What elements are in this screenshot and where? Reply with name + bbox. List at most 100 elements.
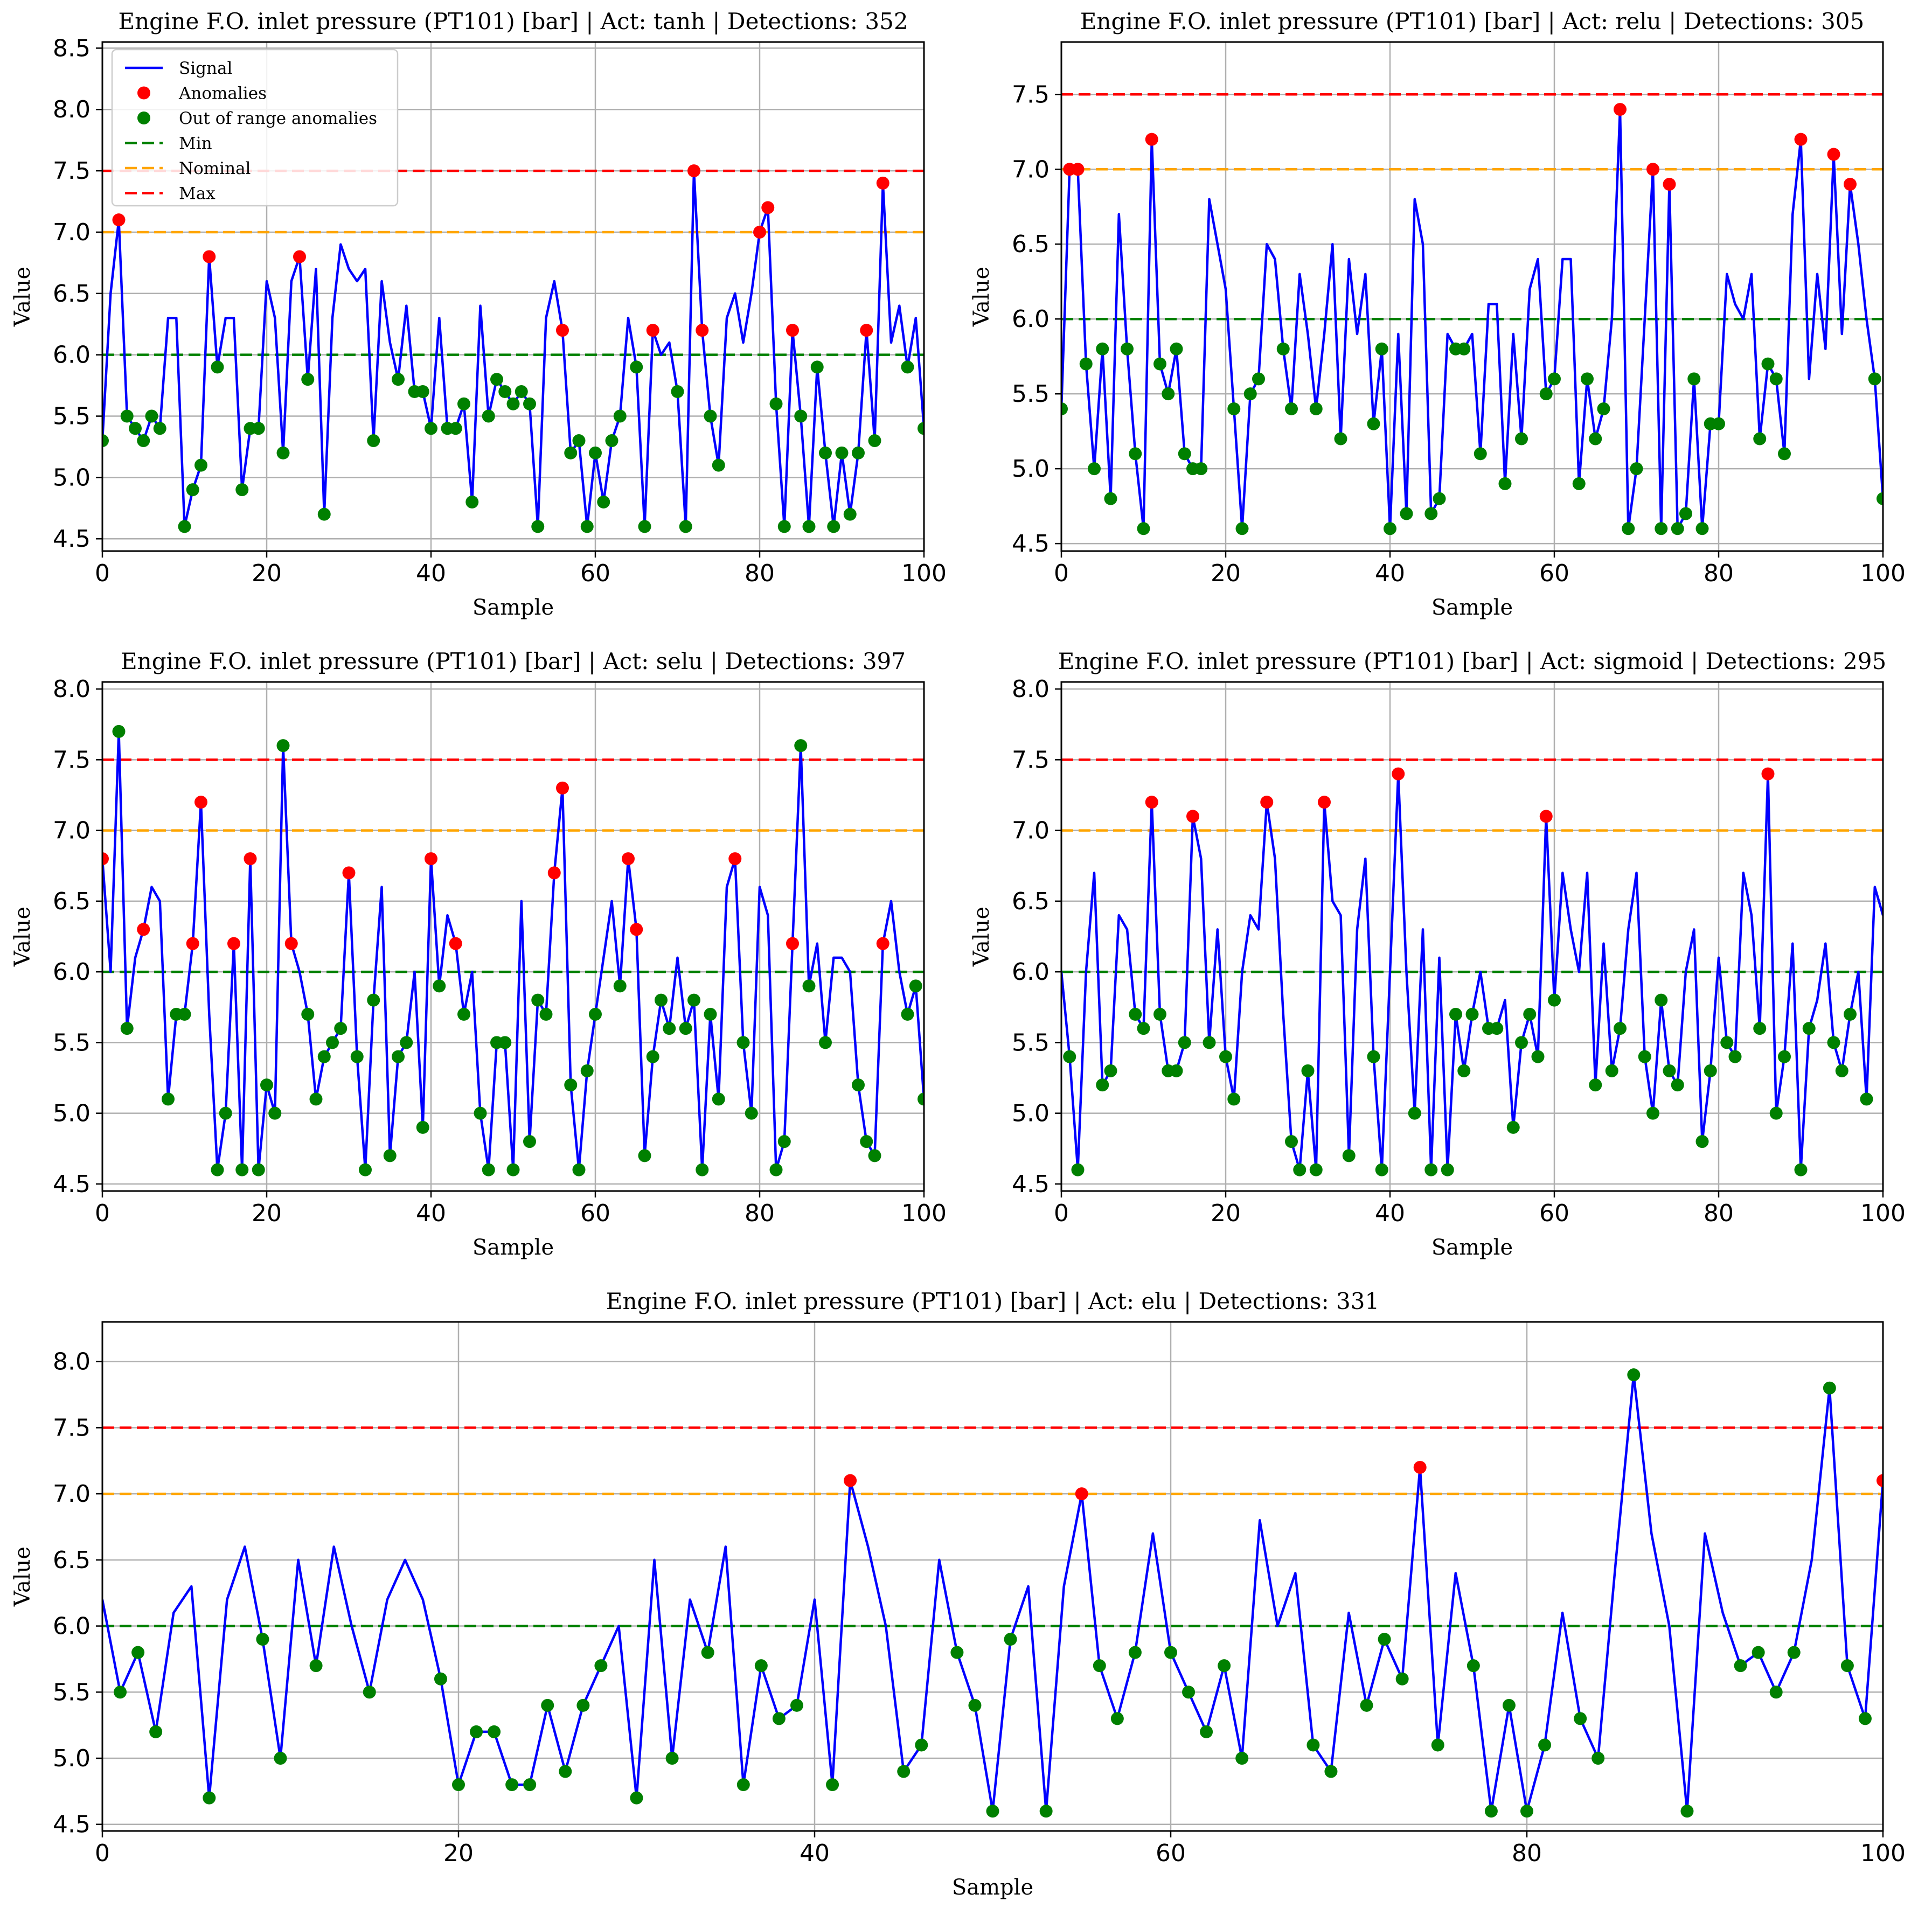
out-of-range-point <box>149 1725 163 1738</box>
anomaly-point <box>1614 103 1627 116</box>
out-of-range-point <box>663 1022 676 1035</box>
out-of-range-point <box>1646 1106 1659 1120</box>
anomaly-point <box>1794 133 1808 146</box>
anomaly-point <box>761 201 775 214</box>
plot-area <box>1061 93 1883 535</box>
x-axis-label: Sample <box>952 1875 1033 1900</box>
y-tick-label: 7.5 <box>1012 746 1050 774</box>
out-of-range-point <box>843 507 857 521</box>
out-of-range-point <box>1367 417 1380 430</box>
out-of-range-point <box>597 495 610 509</box>
y-axis-label: Value <box>969 907 994 967</box>
out-of-range-point <box>498 1036 512 1049</box>
out-of-range-point <box>712 458 725 472</box>
out-of-range-point <box>1110 1712 1124 1725</box>
out-of-range-point <box>1004 1633 1017 1646</box>
chart-title: Engine F.O. inlet pressure (PT101) [bar]… <box>1080 8 1865 34</box>
out-of-range-point <box>1441 1163 1454 1176</box>
y-tick-label: 6.0 <box>53 1613 91 1640</box>
out-of-range-point <box>1877 492 1883 505</box>
out-of-range-point <box>1039 1805 1053 1818</box>
x-tick-label: 40 <box>800 1840 830 1867</box>
out-of-range-point <box>1655 993 1668 1007</box>
out-of-range-point <box>256 1633 269 1646</box>
out-of-range-point <box>1490 1022 1504 1035</box>
out-of-range-point <box>819 446 832 459</box>
out-of-range-point <box>1835 1064 1848 1077</box>
out-of-range-point <box>646 1050 659 1063</box>
anomaly-point <box>342 866 356 880</box>
out-of-range-point <box>1235 522 1249 535</box>
out-of-range-point <box>564 446 578 459</box>
out-of-range-point <box>392 373 405 386</box>
x-tick-label: 0 <box>1054 560 1069 587</box>
out-of-range-point <box>802 520 816 533</box>
out-of-range-point <box>1802 1022 1816 1035</box>
out-of-range-point <box>1219 1050 1232 1063</box>
out-of-range-point <box>482 1163 495 1176</box>
out-of-range-point <box>1293 1163 1306 1176</box>
y-tick-label: 7.0 <box>53 1480 91 1508</box>
out-of-range-point <box>1761 357 1775 371</box>
x-tick-label: 80 <box>1512 1840 1542 1867</box>
out-of-range-point <box>539 1007 553 1021</box>
x-tick-label: 60 <box>580 560 610 587</box>
out-of-range-point <box>1840 1659 1854 1673</box>
x-axis-label: Sample <box>472 595 554 620</box>
out-of-range-point <box>589 446 602 459</box>
out-of-range-point <box>457 397 470 410</box>
out-of-range-point <box>1203 1036 1216 1049</box>
out-of-range-point <box>827 520 840 533</box>
out-of-range-point <box>1079 357 1093 371</box>
out-of-range-point <box>1164 1646 1177 1659</box>
out-of-range-point <box>679 520 692 533</box>
out-of-range-point <box>498 385 512 398</box>
out-of-range-point <box>968 1698 982 1712</box>
y-tick-label: 6.5 <box>53 280 91 308</box>
y-tick-label: 7.0 <box>1012 817 1050 845</box>
out-of-range-point <box>1063 1050 1076 1063</box>
out-of-range-point <box>120 1022 134 1035</box>
chart-panel-5: 0 20 40 60 80 100 4.5 5.0 5.5 6.0 6.5 7.0 7.5 8.0 Engi… <box>10 1288 1906 1900</box>
markers <box>102 164 924 533</box>
x-tick-label: 80 <box>1704 1200 1734 1227</box>
out-of-range-point <box>687 993 700 1007</box>
out-of-range-point <box>317 507 331 521</box>
y-tick-label: 4.5 <box>53 1811 91 1839</box>
anomaly-point <box>786 324 799 337</box>
anomaly-point <box>137 923 150 936</box>
legend: Signal Anomalies Out of range anomalies Min… <box>111 48 399 207</box>
out-of-range-point <box>416 1120 429 1134</box>
x-tick-label: 80 <box>745 1200 775 1227</box>
chart-panel-4: 0 20 40 60 80 100 4.5 5.0 5.5 6.0 6.5 7.0 7.5 8.0 Engi… <box>969 648 1906 1260</box>
x-tick-label: 60 <box>1539 1200 1569 1227</box>
y-tick-label: 8.0 <box>53 676 91 703</box>
y-tick-label: 4.5 <box>53 525 91 553</box>
out-of-range-point <box>1088 462 1101 476</box>
out-of-range-point <box>1137 1022 1150 1035</box>
out-of-range-point <box>211 360 224 374</box>
out-of-range-point <box>1433 492 1446 505</box>
out-of-range-point <box>1375 342 1388 356</box>
y-tick-label: 4.5 <box>1012 530 1050 558</box>
out-of-range-point <box>769 1163 783 1176</box>
out-of-range-point <box>452 1778 465 1792</box>
out-of-range-point <box>1252 372 1265 386</box>
out-of-range-point <box>679 1022 692 1035</box>
y-tick-label: 8.0 <box>53 96 91 123</box>
out-of-range-point <box>1515 432 1528 445</box>
out-of-range-point <box>219 1106 232 1120</box>
anomaly-point <box>556 781 569 795</box>
x-tick-label: 80 <box>745 560 775 587</box>
anomaly-point <box>1663 178 1676 191</box>
y-axis-label: Value <box>969 267 994 327</box>
out-of-range-point <box>1153 357 1166 371</box>
y-axis-label: Value <box>10 907 35 967</box>
out-of-range-point <box>268 1106 282 1120</box>
out-of-range-point <box>605 434 618 448</box>
anomaly-point <box>244 852 257 866</box>
out-of-range-point <box>1235 1752 1249 1765</box>
y-ticks: 4.5 5.0 5.5 6.0 6.5 7.0 7.5 <box>1012 81 1061 558</box>
out-of-range-point <box>852 446 865 459</box>
